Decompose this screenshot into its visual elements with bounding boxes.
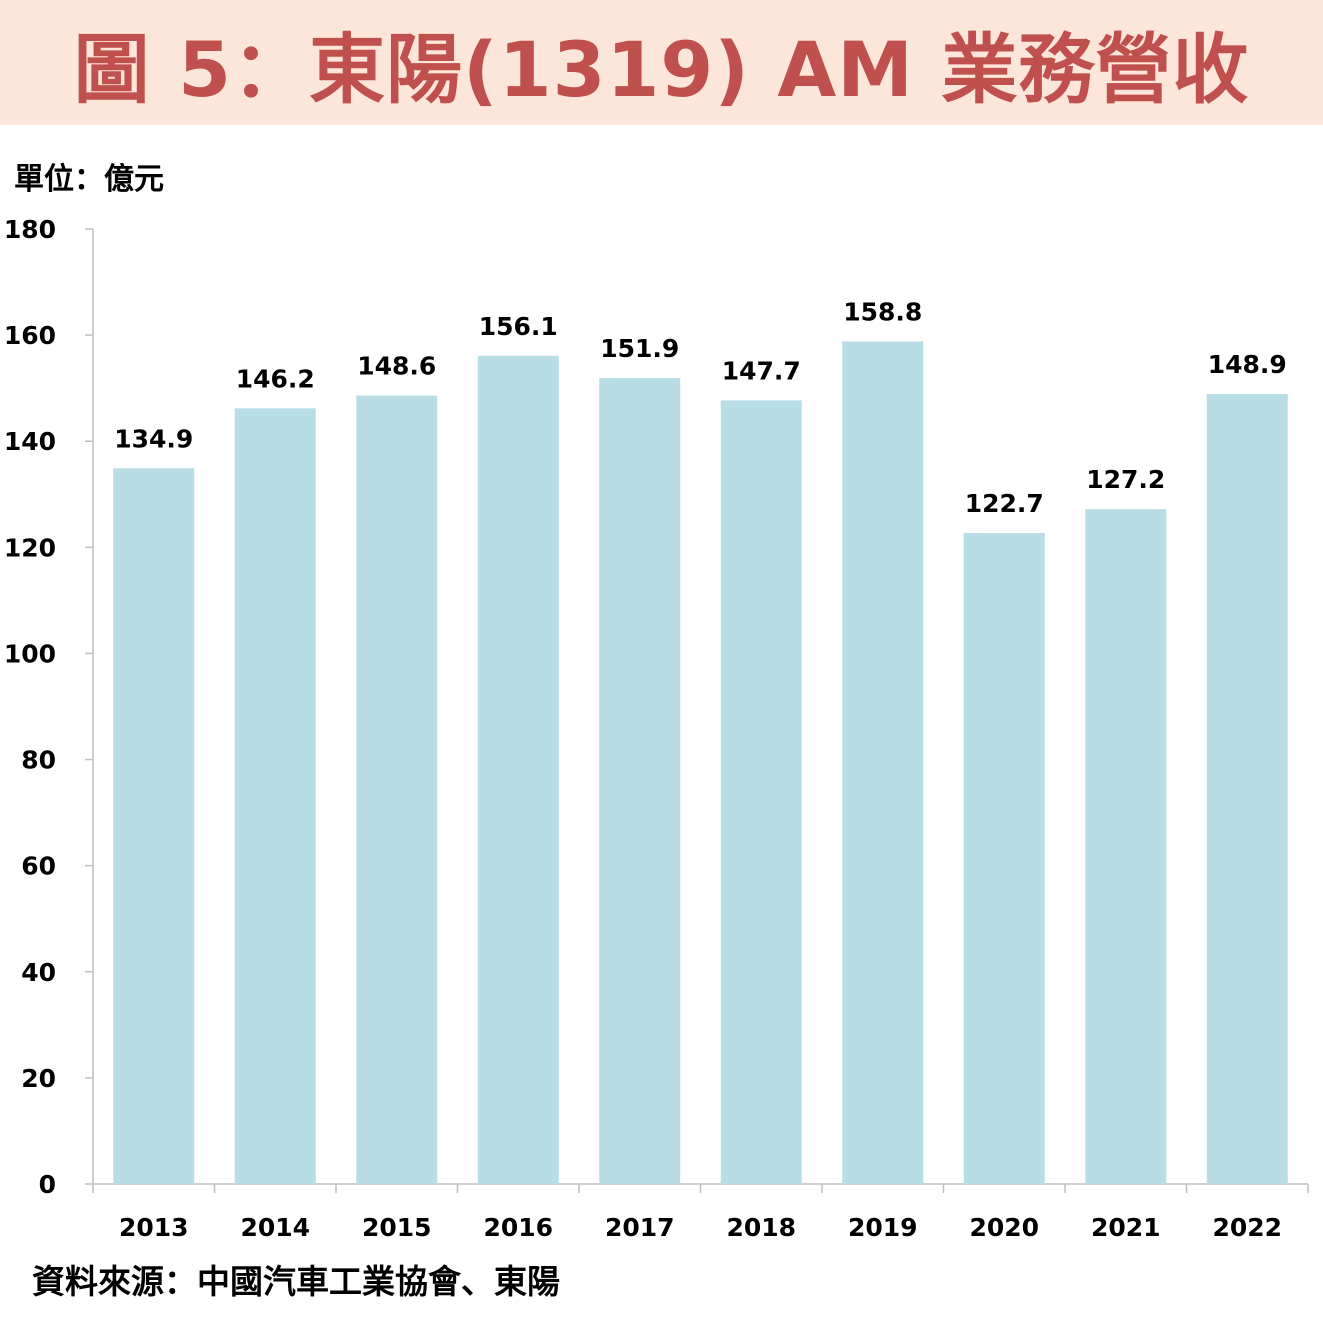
x-tick-label: 2015	[362, 1213, 432, 1242]
bar	[842, 341, 924, 1184]
bar	[113, 468, 195, 1185]
data-label: 148.9	[1208, 350, 1287, 379]
y-tick-label: 100	[4, 639, 56, 668]
x-tick-label: 2022	[1212, 1213, 1282, 1242]
x-tick-label: 2018	[726, 1213, 796, 1242]
bar	[963, 533, 1045, 1184]
x-tick-label: 2013	[119, 1213, 189, 1242]
y-tick-label: 180	[4, 215, 56, 244]
bar	[234, 408, 316, 1185]
bar	[720, 400, 802, 1184]
x-tick-label: 2020	[969, 1213, 1039, 1242]
y-tick-label: 0	[39, 1170, 56, 1199]
x-tick-label: 2014	[240, 1213, 310, 1242]
y-tick-label: 40	[21, 958, 56, 987]
x-tick-label: 2019	[848, 1213, 918, 1242]
x-tick-label: 2017	[605, 1213, 675, 1242]
source-note: 資料來源：中國汽車工業協會、東陽	[32, 1262, 560, 1301]
data-label: 156.1	[479, 312, 558, 341]
data-label: 147.7	[722, 356, 801, 385]
y-tick-label: 160	[4, 321, 56, 350]
data-label: 146.2	[236, 364, 315, 393]
data-label: 122.7	[965, 489, 1044, 518]
data-label: 148.6	[357, 352, 436, 381]
bar	[1085, 509, 1167, 1185]
bar	[477, 355, 559, 1185]
data-label: 127.2	[1086, 465, 1165, 494]
y-tick-label: 80	[21, 746, 56, 775]
title-bar: 圖 5：東陽(1319) AM 業務營收	[0, 0, 1323, 125]
y-tick-label: 20	[21, 1064, 56, 1093]
data-label: 134.9	[114, 424, 193, 453]
y-tick-label: 140	[4, 427, 56, 456]
x-tick-label: 2016	[483, 1213, 553, 1242]
data-label: 158.8	[843, 297, 922, 326]
x-tick-label: 2021	[1091, 1213, 1161, 1242]
bar	[599, 378, 681, 1184]
data-label: 151.9	[600, 334, 679, 363]
bar	[1206, 394, 1288, 1184]
unit-label: 單位：億元	[14, 162, 164, 197]
bar	[356, 395, 438, 1184]
chart-title: 圖 5：東陽(1319) AM 業務營收	[73, 24, 1250, 114]
y-tick-label: 120	[4, 533, 56, 562]
y-tick-label: 60	[21, 852, 56, 881]
